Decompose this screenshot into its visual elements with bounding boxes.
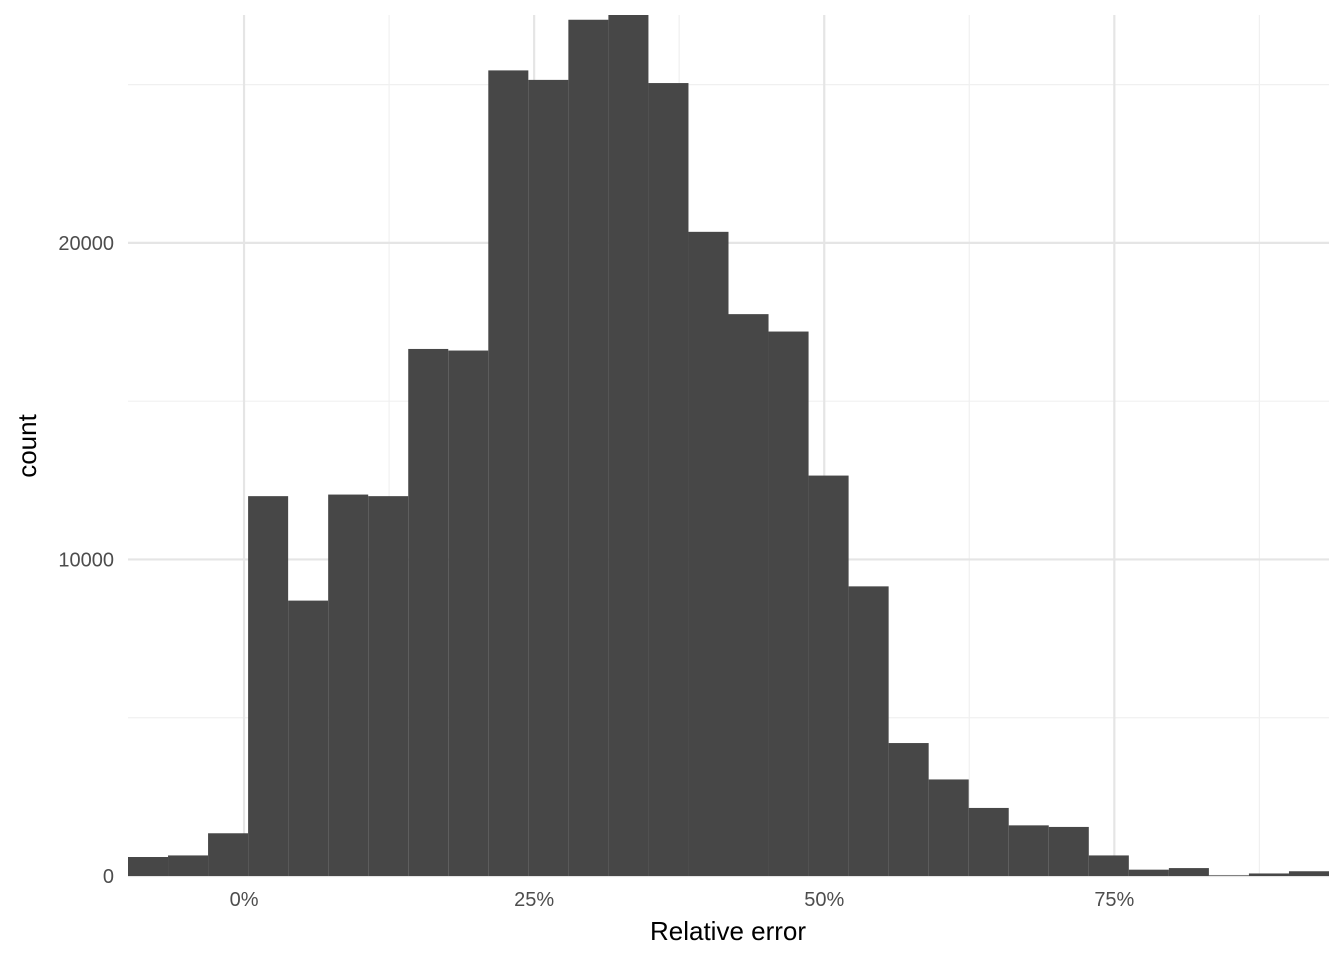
x-tick-label: 50% (804, 889, 844, 911)
histogram-bar (688, 231, 729, 877)
histogram-bars (128, 15, 1329, 877)
histogram-bar (848, 586, 889, 876)
y-tick-label: 0 (103, 866, 114, 888)
histogram-bar (1168, 868, 1209, 876)
y-tick-label: 20000 (58, 233, 114, 255)
histogram-bar (608, 15, 649, 876)
histogram-bar (1128, 869, 1169, 876)
histogram-bar (368, 496, 409, 876)
x-tick-label: 25% (514, 889, 554, 911)
histogram-bar (768, 331, 809, 876)
histogram-bar (1288, 871, 1329, 876)
histogram-bar (408, 348, 449, 876)
histogram-bar (968, 807, 1009, 876)
histogram-bar (1088, 855, 1129, 876)
histogram-bar (128, 857, 169, 876)
histogram-bar (328, 494, 369, 876)
histogram-bar (248, 496, 289, 876)
histogram-bar (1248, 873, 1289, 876)
histogram-bar (728, 314, 769, 877)
histogram-bar (888, 743, 929, 876)
histogram-bar (1008, 825, 1049, 876)
x-axis-title: Relative error (650, 916, 806, 946)
histogram-bar (568, 19, 609, 876)
y-axis-title: count (12, 413, 42, 477)
histogram-bar (528, 79, 569, 876)
histogram-bar (448, 350, 489, 877)
histogram-bar (168, 855, 209, 876)
x-tick-label: 0% (230, 889, 259, 911)
histogram-bar (928, 779, 969, 876)
y-tick-label: 10000 (58, 549, 114, 571)
y-axis-tick-labels: 0 10000 20000 (58, 233, 114, 888)
histogram-bar (648, 83, 689, 876)
x-axis-tick-labels: 0% 25% 50% 75% (230, 889, 1135, 911)
histogram-bar (288, 600, 329, 876)
histogram-bar (488, 70, 529, 877)
histogram-bar (1048, 826, 1089, 876)
histogram-bar (1208, 875, 1249, 876)
histogram-bar (808, 475, 849, 876)
x-tick-label: 75% (1094, 889, 1134, 911)
histogram-bar (208, 833, 249, 876)
